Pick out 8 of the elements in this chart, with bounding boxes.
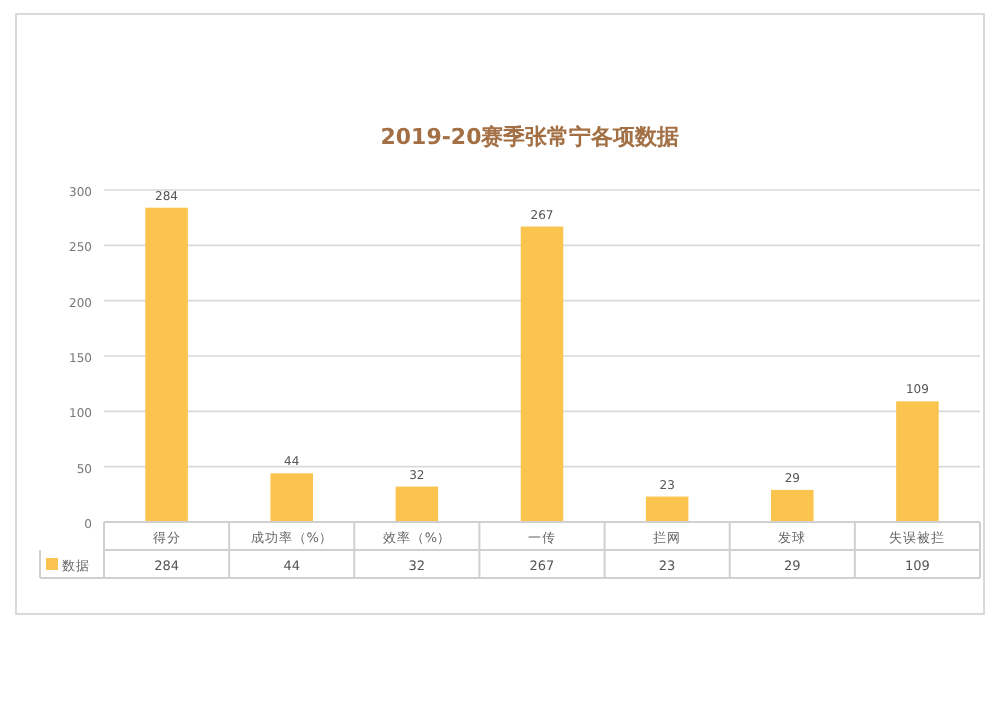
bar (145, 207, 188, 522)
bar (645, 496, 689, 522)
bar (896, 401, 939, 522)
bar (520, 226, 564, 522)
chart-title: 2019-20赛季张常宁各项数据 (380, 124, 680, 150)
bar (270, 473, 313, 522)
bar (395, 486, 439, 522)
bar (771, 489, 814, 522)
